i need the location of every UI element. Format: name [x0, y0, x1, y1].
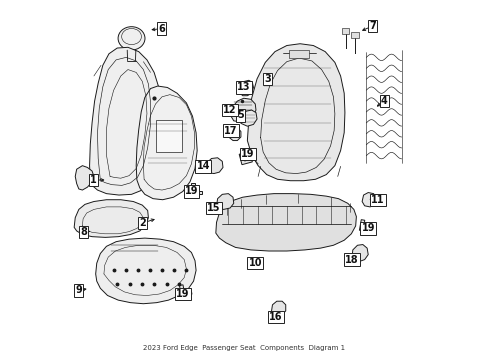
Text: 14: 14: [196, 161, 209, 171]
Polygon shape: [216, 194, 233, 210]
Text: 7: 7: [369, 21, 375, 31]
Bar: [341, 28, 348, 34]
Polygon shape: [74, 200, 148, 237]
Polygon shape: [230, 98, 255, 122]
Polygon shape: [351, 244, 367, 262]
Text: 1: 1: [90, 175, 96, 185]
Polygon shape: [136, 86, 197, 200]
Text: 10: 10: [248, 258, 262, 268]
Polygon shape: [239, 153, 252, 165]
Text: 4: 4: [380, 96, 387, 106]
Polygon shape: [247, 44, 344, 181]
Polygon shape: [75, 166, 94, 190]
Polygon shape: [240, 80, 253, 96]
Polygon shape: [271, 301, 285, 316]
Polygon shape: [96, 238, 196, 304]
Text: 8: 8: [80, 227, 87, 237]
Bar: [351, 32, 358, 39]
Text: 6: 6: [158, 24, 164, 34]
Text: 13: 13: [237, 82, 250, 93]
Polygon shape: [179, 285, 192, 296]
Polygon shape: [205, 158, 223, 174]
Polygon shape: [191, 183, 202, 194]
Polygon shape: [241, 110, 257, 126]
Text: 9: 9: [75, 285, 82, 296]
Polygon shape: [89, 47, 161, 195]
Text: 18: 18: [345, 255, 358, 265]
Text: 2: 2: [139, 218, 145, 228]
Text: 3: 3: [264, 74, 271, 84]
Bar: [289, 50, 308, 58]
Text: 17: 17: [224, 126, 237, 135]
Ellipse shape: [118, 27, 144, 50]
Text: 11: 11: [370, 195, 384, 205]
Text: 19: 19: [241, 149, 254, 159]
Polygon shape: [215, 194, 356, 251]
Text: 5: 5: [236, 111, 243, 121]
Polygon shape: [359, 220, 370, 232]
Bar: [155, 120, 182, 152]
Text: 19: 19: [176, 289, 189, 299]
Text: 15: 15: [207, 203, 220, 213]
Text: 19: 19: [184, 186, 198, 197]
Text: 19: 19: [361, 224, 374, 233]
Text: 2023 Ford Edge  Passenger Seat  Components  Diagram 1: 2023 Ford Edge Passenger Seat Components…: [143, 345, 345, 351]
Text: 16: 16: [269, 312, 282, 322]
Text: 12: 12: [223, 105, 236, 115]
Polygon shape: [362, 193, 376, 207]
Polygon shape: [229, 128, 241, 140]
